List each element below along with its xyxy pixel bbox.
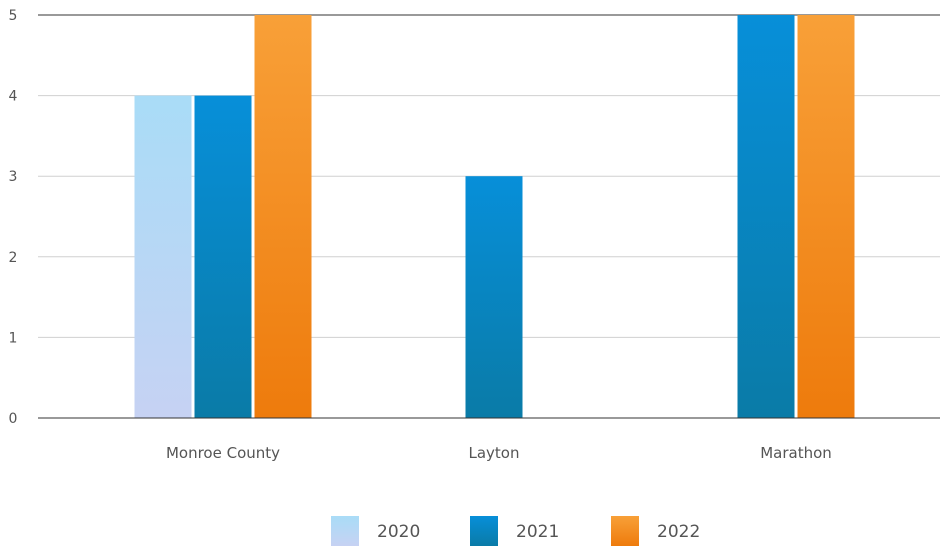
y-tick-label: 3 xyxy=(9,169,18,185)
y-tick-label: 4 xyxy=(9,89,18,105)
bar-monroe-county-2022[interactable] xyxy=(254,15,312,418)
legend-label-2021[interactable]: 2021 xyxy=(516,522,559,542)
bar-marathon-2022[interactable] xyxy=(797,15,855,418)
bar-marathon-2021[interactable] xyxy=(737,15,795,418)
bar-monroe-county-2021[interactable] xyxy=(194,95,252,418)
x-tick-label: Monroe County xyxy=(166,444,280,462)
y-tick-label: 1 xyxy=(9,330,18,346)
bar-layton-2021[interactable] xyxy=(465,176,523,418)
legend-swatch-2022[interactable] xyxy=(611,516,639,546)
legend-label-2020[interactable]: 2020 xyxy=(377,522,420,542)
y-axis-ticks: 0 1 2 3 4 5 xyxy=(9,8,18,427)
bar-monroe-county-2020[interactable] xyxy=(134,95,192,418)
legend-swatch-2021[interactable] xyxy=(470,516,498,546)
legend: 2020 2021 2022 xyxy=(331,516,700,546)
y-tick-label: 2 xyxy=(9,250,18,266)
bars xyxy=(134,15,855,418)
x-tick-label: Marathon xyxy=(760,444,832,462)
y-tick-label: 0 xyxy=(9,411,18,427)
x-tick-label: Layton xyxy=(469,444,520,462)
legend-swatch-2020[interactable] xyxy=(331,516,359,546)
y-tick-label: 5 xyxy=(9,8,18,24)
legend-label-2022[interactable]: 2022 xyxy=(657,522,700,542)
x-axis-ticks: Monroe County Layton Marathon xyxy=(166,444,832,462)
